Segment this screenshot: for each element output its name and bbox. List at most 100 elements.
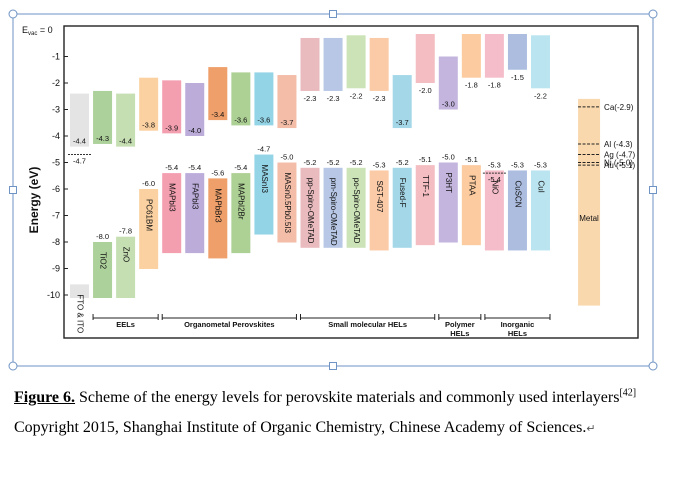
- lumo-level-label: -3.7: [280, 118, 293, 127]
- valence-band-bar: [139, 189, 159, 269]
- y-tick-label: -10: [47, 290, 60, 300]
- lumo-level-label: -1.5: [511, 73, 524, 82]
- homo-level-label: -5.4: [188, 163, 201, 172]
- homo-level-label: -5.4: [234, 163, 247, 172]
- caption-text: Scheme of the energy levels for perovski…: [75, 389, 620, 406]
- conduction-band-bar: [254, 72, 274, 126]
- homo-level-label: -5.1: [465, 155, 478, 164]
- resize-handle: [648, 361, 658, 371]
- valence-band-bar: [93, 242, 113, 298]
- conduction-band-bar: [438, 56, 458, 110]
- group-label-line2: HELs: [508, 329, 527, 338]
- material-name-label: PC61BM: [145, 199, 154, 231]
- valence-band-bar: [231, 173, 251, 254]
- homo-level-label: -5.2: [327, 158, 340, 167]
- y-tick-label: -1: [52, 52, 60, 62]
- homo-level-label: -4.7: [257, 145, 270, 154]
- group-label-line2: HELs: [450, 329, 469, 338]
- y-tick-label: -8: [52, 237, 60, 247]
- conduction-band-bar: [531, 35, 550, 89]
- material-name-label: FAPbI3: [191, 183, 200, 210]
- lumo-level-label: -3.7: [396, 118, 409, 127]
- energy-level-chart: Energy (eV) Evac = 0 -1 -2 -3 -4 -5 -6 -7 -8 -9 -10…: [8, 9, 658, 371]
- figure-label: Figure 6.: [14, 389, 76, 406]
- conduction-band-bar: [323, 37, 343, 91]
- y-tick-label: -3: [52, 105, 60, 115]
- homo-level-label: -5.2: [350, 158, 363, 167]
- homo-level-label: -7.8: [119, 227, 132, 236]
- material-name-label: TTF-1: [421, 175, 430, 197]
- group-label: Organometal Perovskites: [184, 320, 274, 329]
- valence-band-bar: [392, 167, 412, 248]
- lumo-level-label: -1.8: [465, 81, 478, 90]
- lumo-level-label: -3.0: [442, 100, 455, 109]
- lumo-level-label: -3.8: [142, 121, 155, 130]
- conduction-band-bar: [461, 34, 481, 78]
- figure-caption: Figure 6. Scheme of the energy levels fo…: [14, 383, 674, 444]
- homo-level-label: -5.2: [396, 158, 409, 167]
- group-label: Inorganic: [501, 320, 535, 329]
- lumo-level-label: -4.0: [188, 126, 201, 135]
- lumo-level-label: -3.9: [165, 123, 178, 132]
- conduction-band-bar: [300, 37, 320, 91]
- resize-handle: [648, 9, 658, 19]
- lumo-level-label: -4.4: [73, 137, 86, 146]
- valence-band-bar: [277, 162, 297, 243]
- material-name-label: FTO & ITO: [75, 294, 84, 333]
- metal-level-label: Ag (-4.7): [604, 151, 635, 160]
- valence-band-bar: [300, 167, 320, 248]
- lumo-level-label: -4.3: [96, 134, 109, 143]
- valence-band-bar: [162, 173, 182, 254]
- y-axis-label: Energy (eV): [27, 167, 41, 234]
- homo-level-label: -5.3: [534, 160, 547, 169]
- metal-level-label: Al (-4.3): [604, 140, 633, 149]
- paragraph-mark: ↵: [586, 423, 596, 435]
- homo-level-label: -8.0: [96, 232, 109, 241]
- resize-handle: [329, 10, 337, 18]
- homo-level-label: -5.6: [211, 168, 224, 177]
- valence-band-bar: [185, 173, 205, 254]
- lumo-level-label: -2.0: [419, 86, 432, 95]
- material-name-label: CuSCN: [513, 180, 522, 207]
- conduction-band-bar: [346, 35, 366, 89]
- resize-handle: [9, 186, 17, 194]
- metal-work-function-bar: [578, 98, 601, 306]
- metal-label: Metal: [579, 214, 599, 223]
- homo-level-label: -5.3: [373, 160, 386, 169]
- valence-band-bar: [507, 170, 527, 251]
- lumo-level-label: -2.2: [534, 91, 547, 100]
- metal-level-label: Ni (-5.0): [604, 159, 633, 168]
- material-name-label: pm-Spiro-OMeTAD: [329, 178, 338, 246]
- conduction-band-bar: [231, 72, 251, 126]
- lumo-level-label: -2.3: [327, 94, 340, 103]
- valence-band-bar: [531, 170, 550, 251]
- valence-band-bar: [116, 236, 136, 298]
- material-name-label: MASn0.5Pb0.5I3: [283, 173, 292, 234]
- conduction-band-bar: [415, 34, 435, 83]
- valence-band-bar: [369, 170, 389, 251]
- extra-level-label: -5.4: [488, 175, 501, 184]
- valence-band-bar: [461, 165, 481, 246]
- lumo-level-label: -3.4: [211, 110, 224, 119]
- lumo-level-label: -3.6: [234, 115, 247, 124]
- valence-band-bar: [254, 154, 274, 235]
- homo-level-label: -5.0: [442, 153, 455, 162]
- homo-level-label: -5.4: [165, 163, 178, 172]
- group-label: Polymer: [445, 320, 475, 329]
- material-name-label: MASnI3: [260, 165, 269, 194]
- conduction-band-bar: [208, 67, 228, 121]
- material-name-label: P3HT: [444, 173, 453, 194]
- material-name-label: TiO2: [98, 252, 107, 270]
- valence-band-bar: [346, 167, 366, 248]
- material-name-label: SGT-407: [375, 180, 384, 213]
- valence-band-bar: [70, 284, 89, 298]
- material-name-label: ZnO: [121, 247, 130, 263]
- lumo-level-label: -2.3: [304, 94, 317, 103]
- conduction-band-bar: [277, 75, 297, 129]
- conduction-band-bar: [139, 77, 159, 131]
- homo-level-label: -5.1: [419, 155, 432, 164]
- homo-level-label: -6.0: [142, 179, 155, 188]
- material-name-label: po-Spiro-OMeTAD: [352, 178, 361, 244]
- conduction-band-bar: [369, 37, 389, 91]
- conduction-band-bar: [185, 83, 205, 136]
